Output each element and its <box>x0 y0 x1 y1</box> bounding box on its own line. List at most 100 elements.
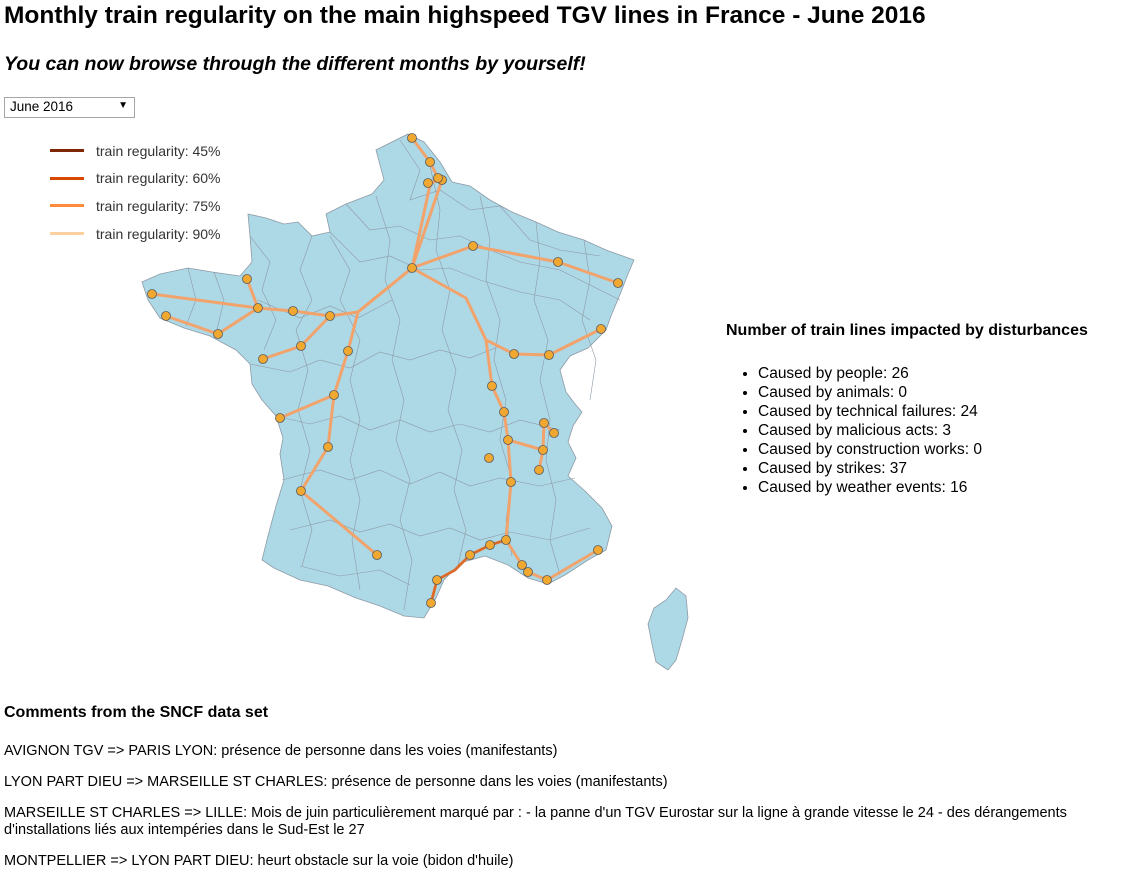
legend-item: train regularity: 45% <box>50 137 221 165</box>
station-marker[interactable] <box>426 598 436 608</box>
department-border <box>249 235 277 351</box>
station-marker[interactable] <box>242 274 252 284</box>
comments-title: Comments from the SNCF data set <box>4 704 269 721</box>
station-marker[interactable] <box>485 540 495 550</box>
department-borders <box>185 139 621 611</box>
station-marker[interactable] <box>542 575 552 585</box>
station-marker[interactable] <box>468 241 478 251</box>
train-line <box>278 393 336 420</box>
france-map <box>141 133 689 671</box>
station-marker[interactable] <box>343 346 353 356</box>
department-border <box>295 235 313 567</box>
department-border <box>375 195 413 611</box>
station-marker[interactable] <box>296 341 306 351</box>
train-line <box>506 421 556 452</box>
month-select[interactable]: June 2016 ▼ <box>4 97 135 118</box>
station-marker[interactable] <box>433 173 443 183</box>
department-border <box>329 235 361 591</box>
station-marker[interactable] <box>323 442 333 452</box>
station-marker[interactable] <box>288 306 298 316</box>
legend-swatch <box>50 176 84 180</box>
disturbance-item: Caused by construction works: 0 <box>758 440 1088 459</box>
legend-swatch <box>50 204 84 208</box>
station-marker[interactable] <box>596 324 606 334</box>
legend-label: train regularity: 45% <box>96 142 221 159</box>
station-marker[interactable] <box>506 477 516 487</box>
station-marker[interactable] <box>407 133 417 143</box>
month-select-value: June 2016 <box>10 99 74 114</box>
station-marker[interactable] <box>549 428 559 438</box>
legend-swatch <box>50 149 84 153</box>
department-border <box>281 469 576 487</box>
disturbance-item: Caused by technical failures: 24 <box>758 402 1088 421</box>
disturbance-item: Caused by strikes: 37 <box>758 459 1088 478</box>
chevron-down-icon: ▼ <box>118 100 128 111</box>
station-marker[interactable] <box>325 311 335 321</box>
station-marker[interactable] <box>553 257 563 267</box>
stations <box>147 133 623 608</box>
station-marker[interactable] <box>147 289 157 299</box>
comment-item: AVIGNON TGV => PARIS LYON: présence de p… <box>4 743 558 759</box>
disturbance-item: Caused by weather events: 16 <box>758 478 1088 497</box>
station-marker[interactable] <box>465 550 475 560</box>
station-marker[interactable] <box>501 535 511 545</box>
station-marker[interactable] <box>275 413 285 423</box>
station-marker[interactable] <box>161 311 171 321</box>
legend-label: train regularity: 75% <box>96 197 221 214</box>
france-landmass <box>141 133 689 671</box>
legend-swatch <box>50 232 84 236</box>
station-marker[interactable] <box>593 545 603 555</box>
station-marker[interactable] <box>487 381 497 391</box>
department-border <box>329 231 591 321</box>
station-marker[interactable] <box>509 349 519 359</box>
station-marker[interactable] <box>425 157 435 167</box>
department-border <box>299 565 411 586</box>
station-marker[interactable] <box>258 354 268 364</box>
corsica <box>647 587 689 671</box>
page-title: Monthly train regularity on the main hig… <box>4 2 926 29</box>
disturbance-item: Caused by people: 26 <box>758 364 1088 383</box>
comment-item: MONTPELLIER => LYON PART DIEU: heurt obs… <box>4 853 514 869</box>
disturbance-item: Caused by animals: 0 <box>758 383 1088 402</box>
station-marker[interactable] <box>253 303 263 313</box>
disturbances-title: Number of train lines impacted by distur… <box>726 322 1088 339</box>
legend-item: train regularity: 75% <box>50 192 221 220</box>
legend-item: train regularity: 90% <box>50 220 221 248</box>
station-marker[interactable] <box>407 263 417 273</box>
station-marker[interactable] <box>503 435 513 445</box>
station-marker[interactable] <box>432 575 442 585</box>
station-marker[interactable] <box>539 418 549 428</box>
station-marker[interactable] <box>544 350 554 360</box>
legend-item: train regularity: 60% <box>50 165 221 193</box>
department-border <box>429 165 467 566</box>
department-border <box>213 271 225 335</box>
station-marker[interactable] <box>613 278 623 288</box>
train-line <box>484 327 603 357</box>
station-marker[interactable] <box>534 465 544 475</box>
disturbances-list: Caused by people: 26 Caused by animals: … <box>726 364 1088 497</box>
department-border <box>249 345 501 373</box>
station-marker[interactable] <box>517 560 527 570</box>
station-marker[interactable] <box>213 329 223 339</box>
train-line <box>245 277 260 310</box>
station-marker[interactable] <box>538 445 548 455</box>
disturbance-item: Caused by malicious acts: 3 <box>758 421 1088 440</box>
department-border <box>399 139 601 257</box>
legend-label: train regularity: 60% <box>96 170 221 187</box>
station-marker[interactable] <box>499 407 509 417</box>
legend: train regularity: 45% train regularity: … <box>50 137 221 247</box>
legend-label: train regularity: 90% <box>96 225 221 242</box>
station-marker[interactable] <box>484 453 494 463</box>
station-marker[interactable] <box>372 550 382 560</box>
comment-item: MARSEILLE ST CHARLES => LILLE: Mois de j… <box>4 805 1067 838</box>
department-border <box>257 299 393 319</box>
department-border <box>581 239 597 401</box>
train-line <box>410 244 620 285</box>
station-marker[interactable] <box>329 390 339 400</box>
station-marker[interactable] <box>296 486 306 496</box>
station-marker[interactable] <box>523 567 533 577</box>
station-marker[interactable] <box>423 178 433 188</box>
disturbances-panel: Number of train lines impacted by distur… <box>726 322 1088 497</box>
department-border <box>533 221 561 576</box>
comment-item: LYON PART DIEU => MARSEILLE ST CHARLES: … <box>4 774 668 790</box>
